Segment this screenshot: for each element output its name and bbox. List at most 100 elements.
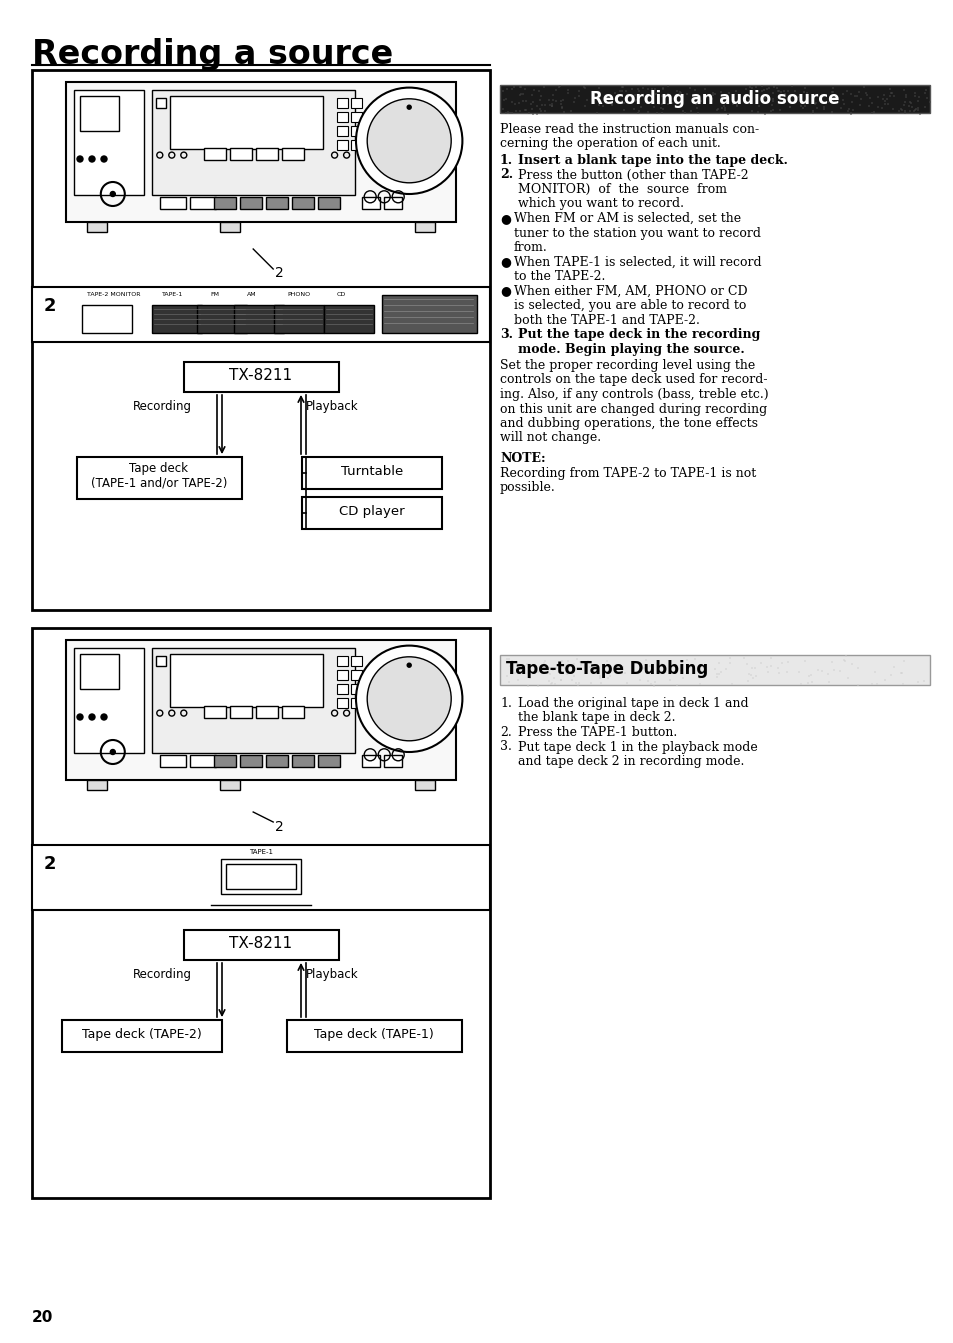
Bar [507,681,509,684]
Bar [551,682,553,684]
Bar [608,665,610,667]
Bar [720,99,721,101]
Bar [703,87,705,90]
Bar [699,677,700,680]
Bar [730,682,732,685]
Bar [724,97,726,99]
Bar [649,682,651,685]
Bar [788,106,790,109]
Bar [539,95,541,97]
Bar [32,287,490,342]
Bar [542,662,544,665]
Bar [415,222,435,232]
Bar [362,755,380,767]
Bar [872,110,874,113]
Bar [508,665,510,666]
Bar [821,107,824,110]
Bar [564,665,567,666]
Bar [907,110,910,111]
Bar [513,86,515,89]
Bar [544,110,546,113]
Bar [558,86,560,87]
Bar [578,90,579,93]
Bar [839,670,841,672]
Text: Put tape deck 1 in the playback mode: Put tape deck 1 in the playback mode [517,740,757,753]
Bar [611,103,613,106]
Bar [530,94,532,95]
Bar [614,91,616,94]
Circle shape [89,156,95,163]
Bar [760,662,761,665]
Bar [560,107,562,110]
Bar [771,98,773,99]
Bar [786,90,788,91]
Bar [772,109,774,111]
Bar [907,105,909,107]
Bar [543,86,545,87]
Bar [74,649,144,753]
Bar [853,95,855,97]
Text: Put the tape deck in the recording: Put the tape deck in the recording [517,328,760,341]
Bar [62,1019,222,1052]
Bar [777,90,779,91]
Text: TX-8211: TX-8211 [230,936,293,951]
Bar [814,102,816,103]
Bar [757,111,759,113]
Bar [794,90,796,91]
Bar [786,661,788,663]
Bar [362,197,380,208]
Text: ing. Also, if any controls (bass, treble etc.): ing. Also, if any controls (bass, treble… [499,388,768,402]
Bar [765,666,767,667]
Bar [902,661,904,662]
Bar [889,91,891,94]
Bar [505,113,507,114]
Bar [738,102,740,105]
Bar [565,673,567,674]
Bar [415,780,435,790]
Bar [527,111,530,114]
Bar [833,101,835,102]
Text: on this unit are changed during recording: on this unit are changed during recordin… [499,403,766,415]
Bar [847,107,849,110]
Bar [676,685,678,686]
Bar [573,676,575,677]
Bar [572,663,574,665]
Bar [505,676,507,677]
Bar [889,91,892,94]
Bar [758,105,760,107]
Bar [547,681,549,682]
Bar [318,755,340,767]
Text: Press the TAPE-1 button.: Press the TAPE-1 button. [517,727,677,739]
Bar [693,658,695,661]
Bar [281,706,303,717]
Bar [511,89,513,90]
Bar [849,113,851,115]
Bar [630,99,632,102]
Bar [772,86,774,89]
Bar [770,105,772,106]
Bar [900,672,902,674]
Text: and dubbing operations, the tone effects: and dubbing operations, the tone effects [499,416,758,430]
Bar [772,99,774,102]
Bar [849,93,851,95]
Bar [841,659,844,662]
Bar [807,674,809,677]
Bar [763,97,765,99]
Bar [532,89,534,90]
Bar [766,672,768,673]
Bar [561,98,564,101]
Bar [80,654,119,689]
Bar [916,109,918,110]
Bar [746,681,748,682]
Text: CD: CD [336,291,346,297]
Bar [552,99,554,101]
Bar [578,661,580,663]
Bar [517,102,519,103]
Text: 1.: 1. [499,697,512,710]
Bar [618,90,620,93]
Bar [888,95,890,97]
Bar [645,95,647,97]
Bar [661,87,663,90]
Bar [695,102,698,105]
Bar [724,669,727,670]
